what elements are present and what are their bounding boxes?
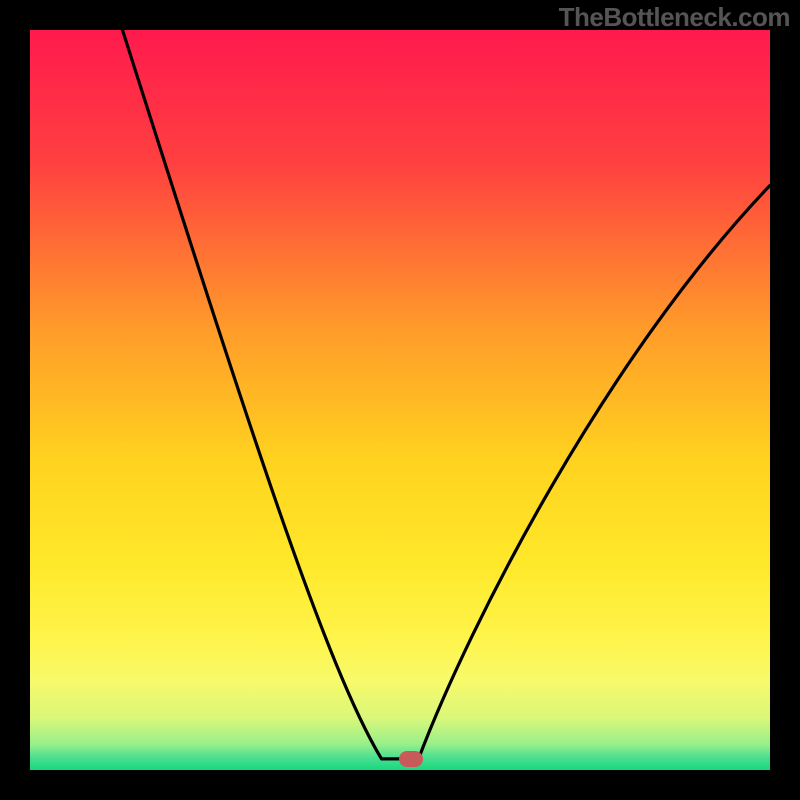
plot-area (30, 30, 770, 770)
bottleneck-curve (123, 30, 771, 759)
watermark-text: TheBottleneck.com (559, 2, 790, 33)
chart-container: TheBottleneck.com (0, 0, 800, 800)
curve-layer (30, 30, 770, 770)
optimal-point-marker (399, 751, 423, 767)
